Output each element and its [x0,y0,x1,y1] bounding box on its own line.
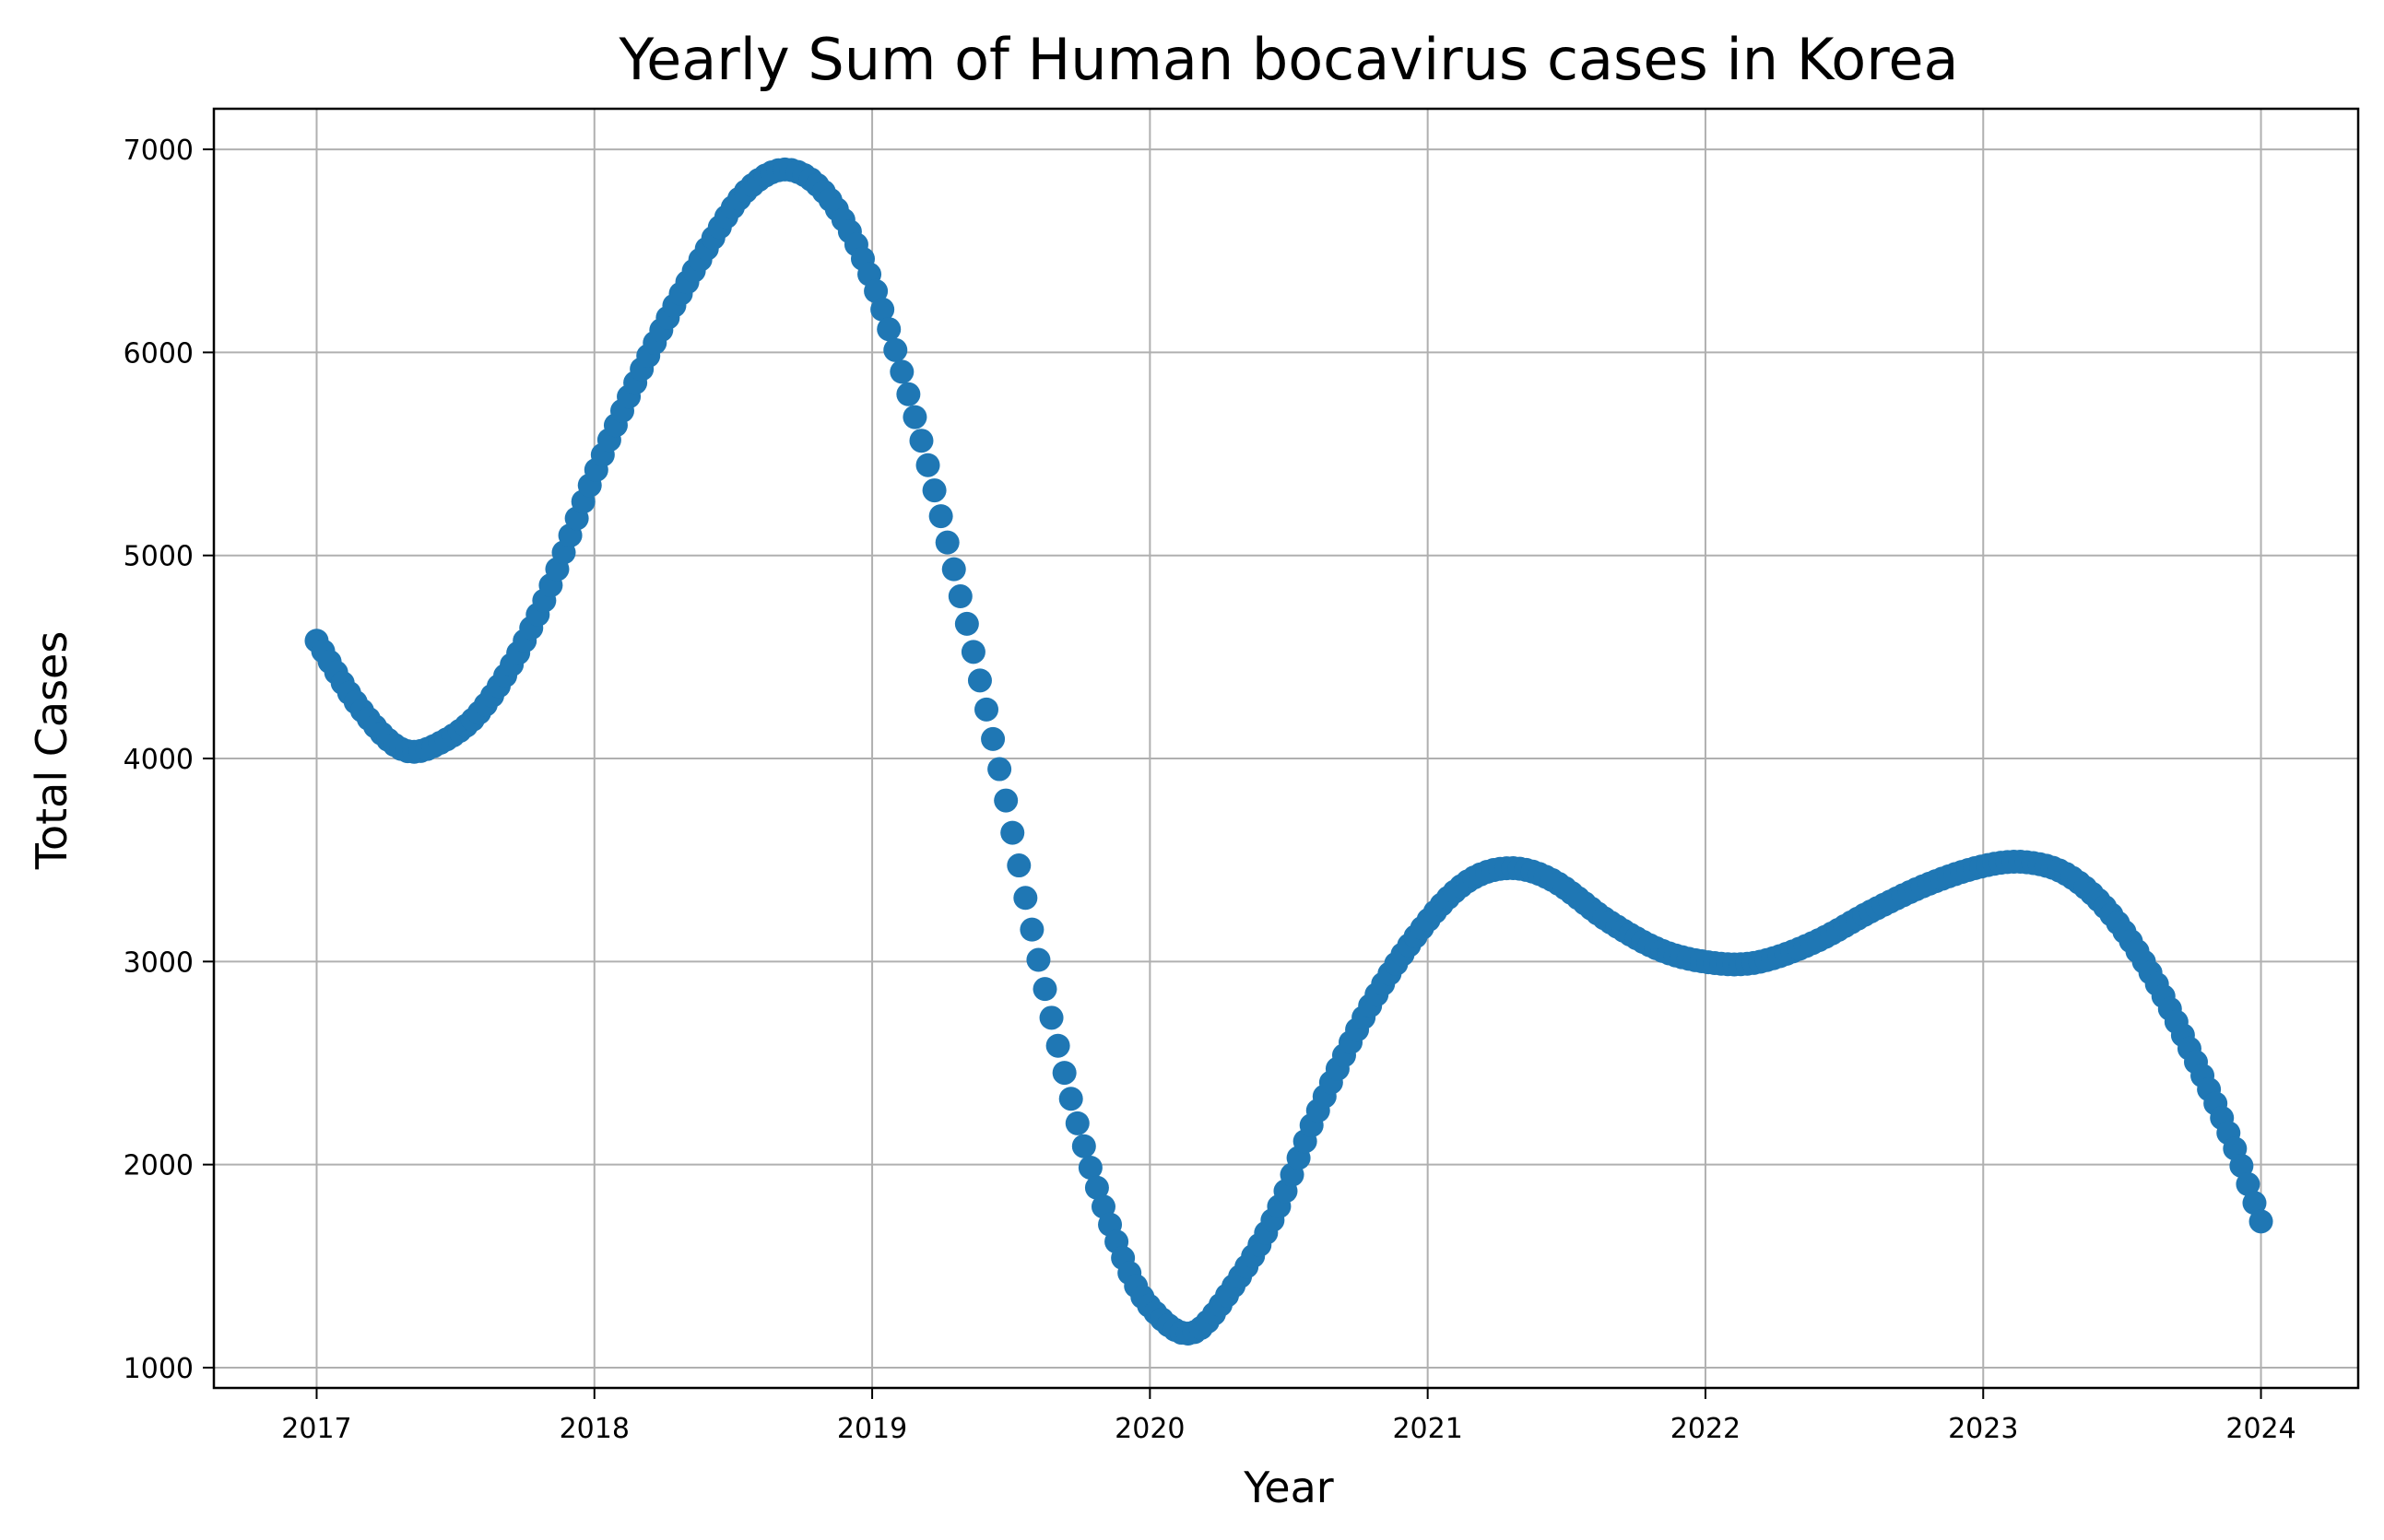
data-point [1078,1155,1103,1180]
y-tick-label: 1000 [124,1353,194,1385]
x-tick-label: 2021 [1392,1413,1462,1445]
data-point [890,359,915,384]
data-point [987,757,1012,782]
x-tick-label: 2023 [1948,1413,2018,1445]
y-tick-label: 5000 [124,541,194,573]
data-point [2248,1209,2273,1234]
data-point [941,557,966,582]
axis-ticks: 2017 2018 2019 2020 2021 2022 2023 2024 1000 2000… [124,135,2296,1445]
x-tick-label: 2019 [837,1413,907,1445]
y-axis-label: Total Cases [27,631,77,871]
data-point [948,584,973,609]
y-tick-label: 2000 [124,1150,194,1182]
data-point [877,317,902,342]
data-point [864,278,889,303]
grid [214,109,2358,1388]
data-point [903,405,927,429]
data-point [928,504,953,529]
data-point [922,478,947,503]
data-point [1020,917,1044,942]
data-point [961,640,985,664]
data-point [974,697,999,722]
data-point [935,530,960,555]
data-point [909,429,934,453]
data-point [1000,820,1025,845]
data-point [1071,1134,1096,1158]
x-tick-label: 2024 [2225,1413,2295,1445]
data-point [915,453,940,477]
data-point [1045,1033,1070,1058]
data-point [994,788,1019,813]
data-point [954,611,979,636]
y-tick-label: 3000 [124,946,194,979]
data-point [2242,1191,2267,1216]
x-tick-label: 2017 [281,1413,351,1445]
scatter-points [304,157,2273,1346]
x-tick-label: 2022 [1670,1413,1741,1445]
data-point [2229,1153,2254,1178]
plot-frame [212,107,2360,1390]
data-point [1033,977,1057,1002]
x-tick-label: 2020 [1115,1413,1185,1445]
data-point [967,668,992,693]
data-point [1084,1175,1109,1200]
data-point [1065,1111,1090,1135]
y-tick-label: 7000 [124,135,194,167]
data-point [1013,886,1038,911]
x-axis-label: Year [1243,1463,1333,1512]
chart-title: Yearly Sum of Human bocavirus cases in K… [618,26,1958,93]
data-point [896,382,921,406]
data-point [1039,1005,1064,1030]
data-point [981,726,1006,751]
data-point [1007,853,1032,878]
data-point [1052,1061,1077,1086]
data-point [1026,947,1051,972]
data-point [870,297,895,322]
x-tick-label: 2018 [560,1413,630,1445]
y-tick-label: 4000 [124,744,194,776]
data-point [2236,1171,2260,1196]
data-point [883,337,908,362]
y-tick-label: 6000 [124,337,194,370]
data-point [1058,1087,1083,1111]
